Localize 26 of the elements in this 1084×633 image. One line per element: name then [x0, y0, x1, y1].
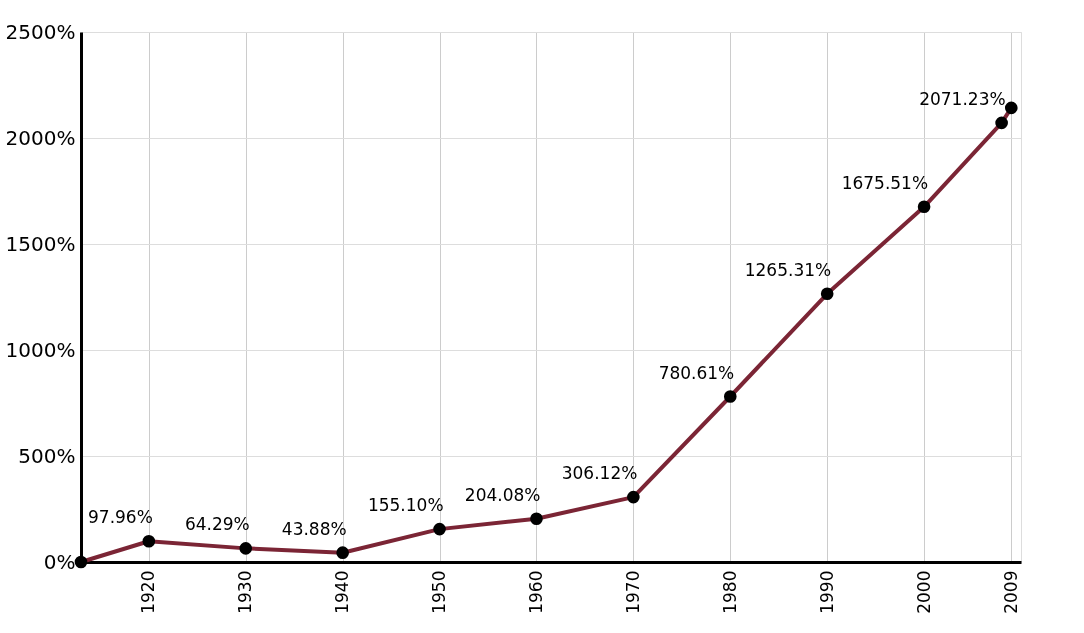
y-tick-label: 0% [43, 549, 76, 574]
y-tick-label: 500% [18, 443, 76, 468]
x-tick-label: 1960 [525, 570, 546, 614]
data-label: 204.08% [464, 484, 541, 505]
x-tick-label: 1970 [622, 570, 643, 614]
data-label: 155.10% [367, 495, 444, 516]
data-label: 1265.31% [744, 259, 832, 280]
data-label: 306.12% [561, 463, 638, 484]
data-label: 2071.23% [919, 88, 1006, 109]
y-tick-label: 2500% [5, 19, 76, 44]
x-tick-label: 1980 [719, 570, 740, 614]
data-label: 43.88% [281, 518, 347, 539]
x-tick-label: 1990 [816, 570, 837, 614]
x-tick-label: 1920 [138, 570, 159, 614]
data-label: 64.29% [184, 514, 250, 535]
data-label: 1675.51% [841, 172, 929, 193]
x-tick-label: 2000 [913, 570, 934, 614]
x-tick-label: 1950 [429, 570, 450, 614]
y-tick-label: 1000% [5, 337, 76, 362]
data-label: 97.96% [88, 507, 153, 528]
y-tick-label: 2000% [5, 125, 76, 150]
data-label: 780.61% [658, 362, 735, 383]
y-tick-label: 1500% [5, 231, 76, 256]
x-tick-label: 1940 [332, 570, 353, 614]
x-tick-label: 1930 [235, 570, 256, 614]
x-tick-label: 2009 [1000, 570, 1021, 614]
